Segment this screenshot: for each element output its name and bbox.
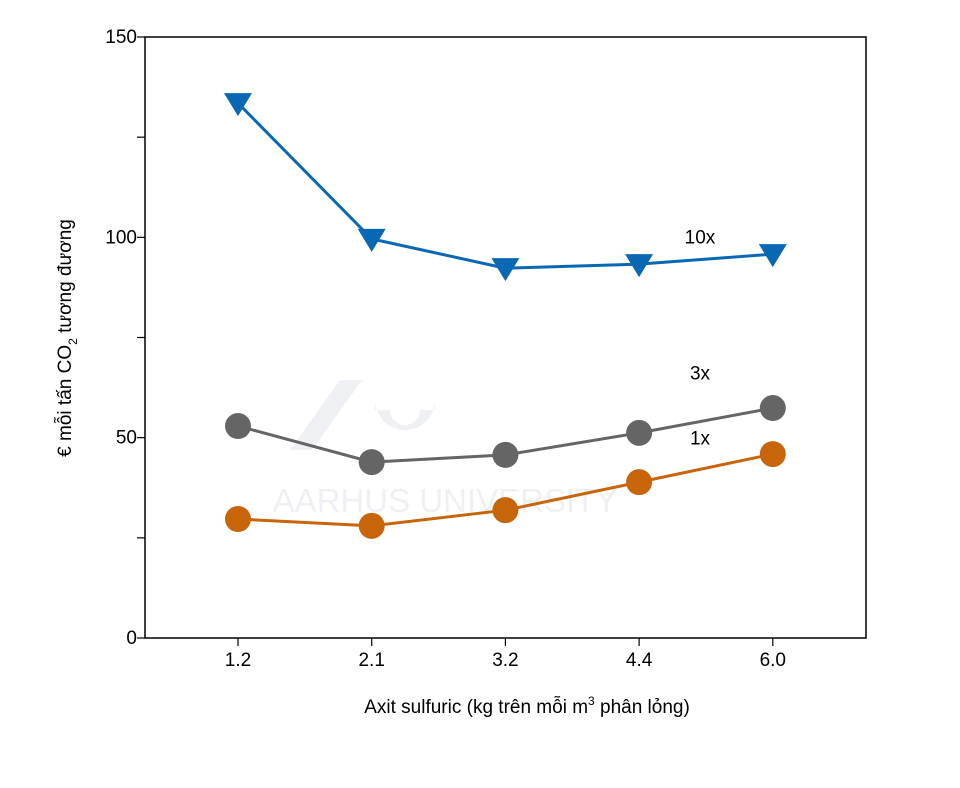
x-tick-label: 2.1 <box>358 650 384 671</box>
data-point <box>625 254 654 278</box>
y-axis: 0 50 100 150 <box>105 27 145 649</box>
watermark: AARHUS UNIVERSITY <box>273 380 618 519</box>
x-tick-label: 4.4 <box>626 650 653 671</box>
y-tick-label: 100 <box>105 227 137 248</box>
series-label: 10x <box>685 227 716 248</box>
data-point <box>358 449 385 476</box>
x-tick-label: 1.2 <box>225 650 251 671</box>
data-point <box>225 506 251 533</box>
x-tick-label: 3.2 <box>492 650 518 671</box>
data-point <box>759 395 786 422</box>
series-10x: 10x <box>224 93 787 282</box>
x-axis-label: Axit sulfuric (kg trên mỗi m3 phân lỏng) <box>364 694 690 718</box>
series-3x: 3x <box>225 364 786 476</box>
data-point <box>626 419 653 446</box>
data-point <box>758 244 787 268</box>
plot-frame <box>144 36 867 639</box>
data-point <box>492 441 519 468</box>
x-axis: 1.2 2.1 3.2 4.4 6.0 <box>225 638 786 671</box>
series-1x: 1x <box>225 428 786 539</box>
y-tick-label: 0 <box>126 628 137 649</box>
series-group: 10x 3x 1x <box>224 93 787 539</box>
series-label: 3x <box>690 364 711 385</box>
data-point <box>626 469 653 496</box>
data-point <box>759 441 786 468</box>
x-tick-label: 6.0 <box>760 650 786 671</box>
watermark-text: AARHUS UNIVERSITY <box>273 482 618 519</box>
data-point <box>357 228 386 252</box>
data-point <box>492 497 519 524</box>
y-axis-label: € mỗi tấn CO2 tương đương <box>54 219 80 457</box>
data-point <box>358 512 385 539</box>
data-point <box>491 258 520 282</box>
y-tick-label: 50 <box>116 428 137 449</box>
data-point <box>224 93 252 117</box>
y-tick-label: 150 <box>105 27 137 48</box>
data-point <box>225 413 251 440</box>
series-label: 1x <box>690 428 711 449</box>
